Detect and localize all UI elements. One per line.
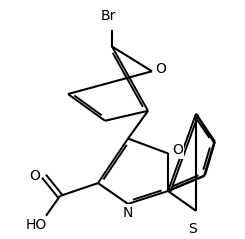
Text: O: O xyxy=(172,143,183,158)
Text: N: N xyxy=(123,206,133,220)
Text: Br: Br xyxy=(100,9,116,23)
Text: O: O xyxy=(29,169,40,183)
Text: S: S xyxy=(188,222,196,236)
Text: O: O xyxy=(155,62,166,76)
Text: HO: HO xyxy=(25,218,47,232)
